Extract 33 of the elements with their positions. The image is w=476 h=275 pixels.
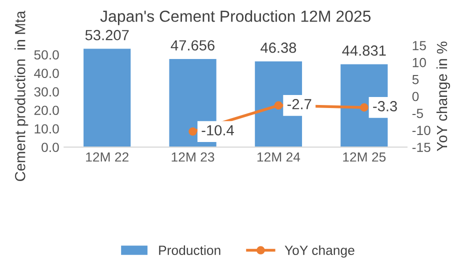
y-tick-label: 10.0 xyxy=(34,124,59,134)
y2-tick-label: -15 xyxy=(412,142,430,152)
x-tick-label: 12M 24 xyxy=(257,152,300,162)
y2-tick-label: 0 xyxy=(412,92,419,102)
bar xyxy=(84,48,131,148)
x-tick-label: 12M 25 xyxy=(343,152,386,162)
y-tick-label: 40.0 xyxy=(34,68,59,78)
y-tick-label: 0.0 xyxy=(42,142,59,152)
data-label: 53.207 xyxy=(85,30,129,40)
point xyxy=(188,127,197,136)
x-tick-label: 12M 23 xyxy=(172,152,214,162)
y-tick-label: 20.0 xyxy=(34,106,59,116)
y2-tick-label: -10 xyxy=(412,126,430,136)
legend-label: YoY change xyxy=(284,245,354,258)
data-label: 46.38 xyxy=(260,42,296,53)
y2-tick-label: 10 xyxy=(412,58,426,68)
y-tick-label: 30.0 xyxy=(34,87,59,97)
y-tick-label: 50.0 xyxy=(34,50,59,60)
data-label: 44.831 xyxy=(342,45,386,56)
chart-title: Japan's Cement Production 12M 2025 xyxy=(100,10,371,26)
y2-tick-label: 5 xyxy=(412,74,419,84)
y-axis-title: Cement production in Mta xyxy=(14,10,28,182)
y2-axis-title: YoY change in % xyxy=(436,42,450,152)
y2-tick-label: -5 xyxy=(412,108,424,118)
point xyxy=(360,103,368,112)
legend-label: Production xyxy=(159,245,220,256)
y2-tick-label: 15 xyxy=(412,41,426,50)
x-tick-label: 12M 22 xyxy=(86,152,128,162)
data-label: -2.7 xyxy=(287,98,312,110)
point xyxy=(274,101,283,110)
data-label: -3.3 xyxy=(373,101,397,112)
data-label: 47.656 xyxy=(170,40,214,51)
data-label: -10.4 xyxy=(202,125,234,136)
